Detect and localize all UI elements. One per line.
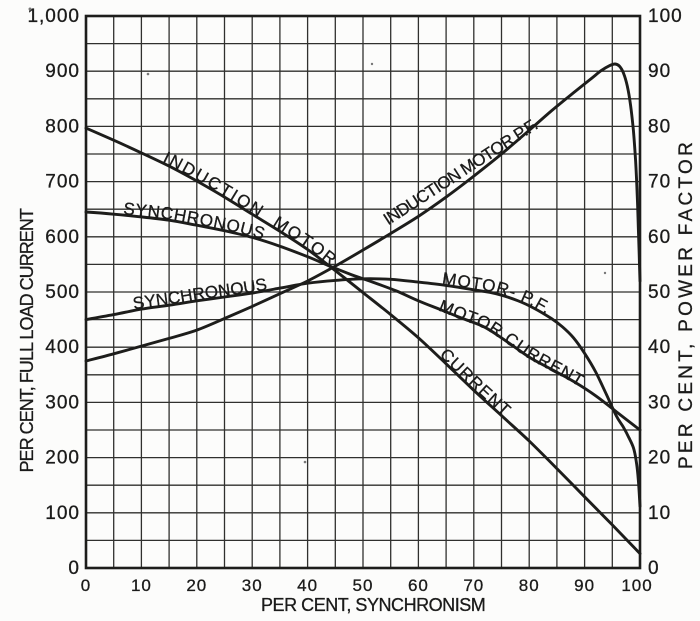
svg-text:10: 10 xyxy=(131,576,152,595)
svg-text:700: 700 xyxy=(45,172,80,193)
svg-text:20: 20 xyxy=(186,576,207,595)
svg-text:20: 20 xyxy=(648,448,671,469)
svg-text:300: 300 xyxy=(45,392,80,413)
svg-text:0: 0 xyxy=(68,558,80,579)
svg-text:70: 70 xyxy=(463,576,484,595)
svg-text:400: 400 xyxy=(45,337,80,358)
svg-text:1,000: 1,000 xyxy=(27,6,80,27)
svg-text:80: 80 xyxy=(519,576,540,595)
svg-text:PER CENT, FULL LOAD CURRENT: PER CENT, FULL LOAD CURRENT xyxy=(17,208,37,473)
svg-text:500: 500 xyxy=(45,282,80,303)
svg-text:0: 0 xyxy=(81,576,91,595)
svg-text:100: 100 xyxy=(648,6,683,27)
svg-text:10: 10 xyxy=(648,503,671,524)
svg-text:PER CENT, SYNCHRONISM: PER CENT, SYNCHRONISM xyxy=(261,595,487,615)
svg-text:PER CENT, POWER FACTOR: PER CENT, POWER FACTOR xyxy=(676,139,697,469)
svg-text:100: 100 xyxy=(45,503,80,524)
svg-text:800: 800 xyxy=(45,116,80,137)
svg-text:60: 60 xyxy=(648,227,671,248)
svg-text:600: 600 xyxy=(45,227,80,248)
svg-text:90: 90 xyxy=(648,61,671,82)
svg-text:50: 50 xyxy=(648,282,671,303)
svg-text:80: 80 xyxy=(648,116,671,137)
svg-text:40: 40 xyxy=(297,576,318,595)
svg-text:50: 50 xyxy=(353,576,374,595)
svg-text:60: 60 xyxy=(408,576,429,595)
svg-text:0: 0 xyxy=(648,558,660,579)
svg-text:900: 900 xyxy=(45,61,80,82)
svg-text:70: 70 xyxy=(648,172,671,193)
svg-text:30: 30 xyxy=(648,392,671,413)
svg-text:100: 100 xyxy=(621,576,652,595)
svg-text:30: 30 xyxy=(242,576,263,595)
svg-text:40: 40 xyxy=(648,337,671,358)
svg-text:90: 90 xyxy=(574,576,595,595)
svg-text:200: 200 xyxy=(45,448,80,469)
